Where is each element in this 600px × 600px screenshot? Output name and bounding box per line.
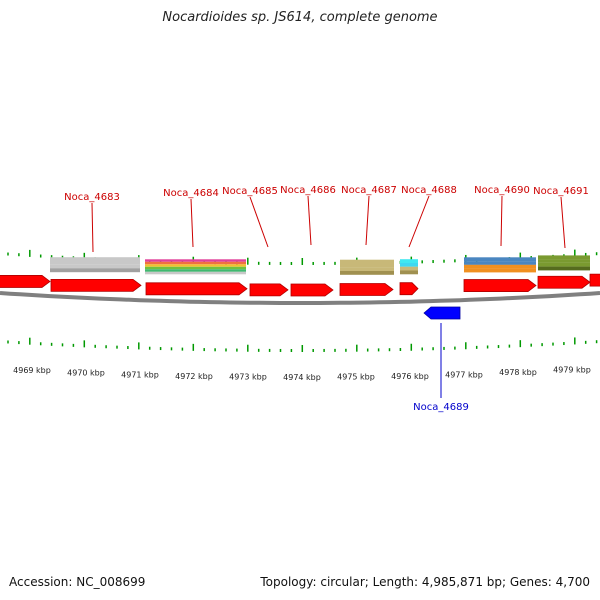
gene-label: Noca_4684 xyxy=(163,188,219,199)
axis-tick-label: 4979 kbp xyxy=(553,366,591,375)
gene-arrow-forward xyxy=(463,279,537,292)
gene-leader-line xyxy=(500,195,503,247)
feature-band xyxy=(340,267,394,271)
genome-backbone xyxy=(0,291,600,305)
gene-label: Noca_4691 xyxy=(533,186,589,197)
gene-arrow-forward xyxy=(399,282,419,296)
feature-band xyxy=(145,261,246,265)
feature-band xyxy=(340,271,394,275)
axis-tick-label: 4969 kbp xyxy=(13,366,51,375)
axis-tick-label: 4975 kbp xyxy=(337,373,375,382)
axis-tick-label: 4976 kbp xyxy=(391,372,429,381)
feature-band xyxy=(464,268,536,273)
gene-leader-line xyxy=(91,202,94,253)
feature-band xyxy=(400,270,418,275)
gene-arrow-forward xyxy=(339,283,394,296)
gene-arrow-forward xyxy=(249,283,289,297)
axis-label-layer: 4969 kbp 4970 kbp 4971 kbp 4972 kbp 4973 kbp… xyxy=(13,366,591,382)
axis-tick-label: 4974 kbp xyxy=(283,373,321,382)
feature-band xyxy=(50,257,140,261)
map-title: Nocardioides sp. JS614, complete genome xyxy=(162,10,438,25)
feature-band xyxy=(538,255,590,260)
feature-band xyxy=(50,260,140,265)
feature-band xyxy=(50,268,140,273)
feature-band xyxy=(145,264,246,267)
gene-label: Noca_4688 xyxy=(401,185,457,196)
gene-arrow-reverse xyxy=(423,306,461,320)
gene-leader-line xyxy=(560,196,566,249)
feature-band xyxy=(145,269,246,272)
gene-arrow-forward xyxy=(537,275,591,289)
feature-band xyxy=(400,266,418,271)
feature-band xyxy=(145,271,246,275)
feature-band xyxy=(464,257,536,262)
feature-band xyxy=(400,259,418,263)
feature-band xyxy=(538,259,590,263)
gene-track xyxy=(0,273,600,320)
accession-text: Accession: NC_008699 xyxy=(9,575,146,589)
bottom-tick-track xyxy=(7,337,598,352)
gene-label-layer: Noca_4683 Noca_4684 Noca_4685 Noca_4686 Noca… xyxy=(64,185,589,413)
gene-label: Noca_4685 xyxy=(222,186,278,197)
axis-tick-label: 4978 kbp xyxy=(499,368,537,377)
feature-band xyxy=(538,262,590,267)
backbone-line xyxy=(0,291,600,305)
feature-band xyxy=(145,266,246,270)
gene-arrow-forward xyxy=(145,282,248,296)
gene-label: Noca_4689 xyxy=(413,402,469,413)
gene-leader-line xyxy=(249,196,269,248)
axis-tick-label: 4977 kbp xyxy=(445,370,483,379)
feature-band xyxy=(400,263,418,267)
gene-arrow-forward xyxy=(290,283,334,297)
gene-leader-line xyxy=(408,195,430,248)
gene-leader-line xyxy=(365,195,370,246)
feature-band xyxy=(340,259,394,264)
gene-leader-line xyxy=(190,198,194,248)
feature-band xyxy=(50,264,140,269)
feature-band xyxy=(538,266,590,271)
gene-label: Noca_4687 xyxy=(341,185,397,196)
gene-label: Noca_4686 xyxy=(280,185,336,196)
gene-label: Noca_4690 xyxy=(474,185,530,196)
feature-band xyxy=(145,259,246,262)
feature-band xyxy=(340,263,394,268)
gene-leader-line xyxy=(307,195,312,246)
feature-band xyxy=(464,264,536,269)
axis-tick-label: 4970 kbp xyxy=(67,368,105,377)
feature-band xyxy=(464,261,536,265)
axis-tick-label: 4973 kbp xyxy=(229,373,267,382)
gene-label: Noca_4683 xyxy=(64,192,120,203)
feature-track xyxy=(50,255,590,275)
axis-tick-label: 4971 kbp xyxy=(121,370,159,379)
gene-arrow-forward xyxy=(0,275,51,288)
gene-arrow-forward xyxy=(589,273,600,287)
axis-tick-label: 4972 kbp xyxy=(175,372,213,381)
gene-arrow-forward xyxy=(50,278,142,292)
genome-stats-text: Topology: circular; Length: 4,985,871 bp… xyxy=(260,575,590,589)
